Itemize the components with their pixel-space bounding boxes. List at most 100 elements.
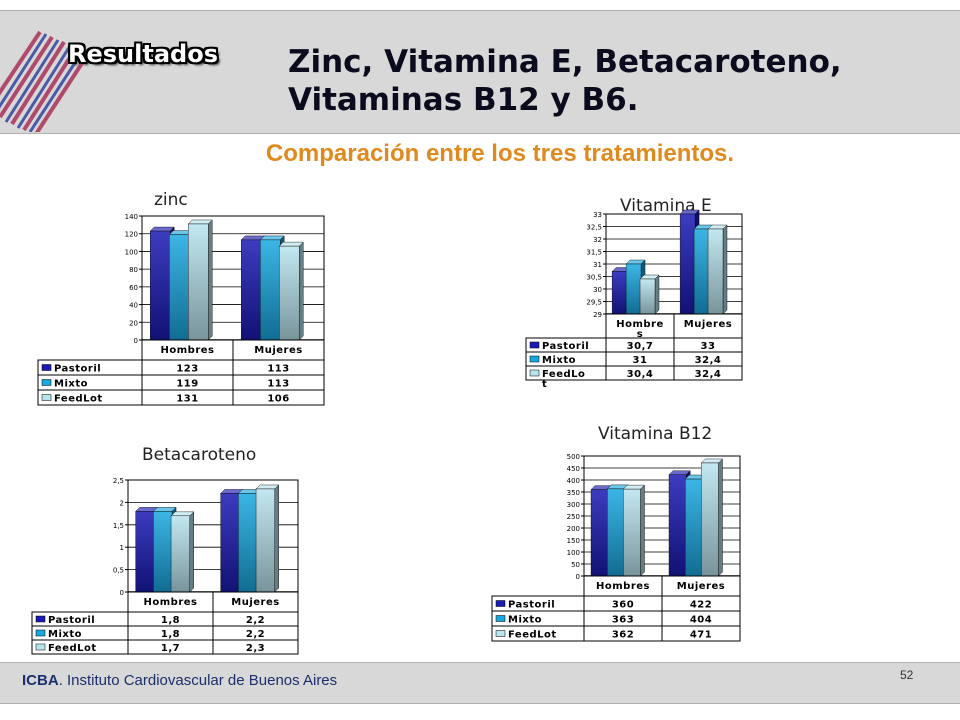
data-label: 113 <box>267 379 289 390</box>
bar-side <box>640 484 645 577</box>
footer-org-name: ICBA <box>22 672 59 689</box>
y-tick-label: 20 <box>129 319 138 327</box>
data-label: 362 <box>612 630 634 641</box>
category-label: Mujeres <box>231 597 279 608</box>
y-tick-label: 500 <box>567 453 580 461</box>
y-tick-label: 50 <box>571 561 580 569</box>
y-tick-label: 32,5 <box>586 224 602 232</box>
data-label: 113 <box>267 364 289 375</box>
data-label: 360 <box>612 600 634 611</box>
legend-swatch-mixto <box>495 615 506 622</box>
legend-label-mixto: Mixto <box>542 355 576 366</box>
y-tick-label: 2 <box>120 499 124 507</box>
y-tick-label: 30 <box>593 286 602 294</box>
bar-front <box>668 474 687 577</box>
bar-front <box>590 489 609 577</box>
data-label: 119 <box>176 379 198 390</box>
y-tick-label: 0 <box>134 337 138 345</box>
data-label: 131 <box>176 394 198 405</box>
footer-org-fullname: . Instituto Cardiovascular de Buenos Air… <box>58 672 338 689</box>
page-title-line-2: Vitaminas B12 y B6. <box>288 82 639 118</box>
data-label: 32,4 <box>695 355 722 366</box>
legend-swatch-pastoril <box>529 341 540 349</box>
data-label: 363 <box>612 615 634 626</box>
y-tick-label: 100 <box>125 248 138 256</box>
legend-label-feedlot: t <box>542 379 547 390</box>
legend-swatch-pastoril <box>495 600 506 607</box>
page-number: 52 <box>900 668 914 682</box>
page-title-line-1: Zinc, Vitamina E, Betacaroteno, <box>288 44 842 80</box>
data-label: 1,7 <box>161 643 180 654</box>
y-tick-label: 0,5 <box>113 567 124 575</box>
y-tick-label: 30,5 <box>586 274 602 282</box>
page-title: Zinc, Vitamina E, Betacaroteno, Vitamina… <box>288 43 938 119</box>
y-tick-label: 40 <box>129 302 138 310</box>
legend-label-feedlot: FeedLo <box>542 369 585 380</box>
logo-stripes <box>0 30 90 132</box>
chart-title-betacaroteno: Betacaroteno <box>142 445 257 465</box>
y-tick-label: 31 <box>593 261 602 269</box>
category-label: Hombres <box>144 597 198 608</box>
subtitle: Comparación entre los tres tratamientos. <box>265 140 735 167</box>
y-tick-label: 2,5 <box>113 477 124 485</box>
bar-feedlot-mujeres <box>278 241 304 341</box>
category-label: Hombres <box>596 581 650 592</box>
bar-feedlot-hombres <box>187 219 213 341</box>
legend-label-feedlot: FeedLot <box>54 394 103 405</box>
y-tick-label: 80 <box>129 266 138 274</box>
y-tick-label: 250 <box>567 513 580 521</box>
data-label: 30,4 <box>627 369 654 380</box>
y-tick-label: 150 <box>567 537 580 545</box>
data-table <box>491 595 741 642</box>
legend-swatch-feedlot <box>35 643 46 651</box>
y-tick-label: 450 <box>567 465 580 473</box>
legend-label-mixto: Mixto <box>54 379 88 390</box>
y-tick-label: 300 <box>567 501 580 509</box>
legend-label-feedlot: FeedLot <box>48 643 97 654</box>
bar-feedlot-hombres <box>622 484 645 577</box>
data-label: 2,2 <box>246 629 265 640</box>
data-label: 30,7 <box>627 341 654 352</box>
category-label: s <box>637 329 643 340</box>
legend-label-pastoril: Pastoril <box>48 615 95 626</box>
legend-label-mixto: Mixto <box>508 615 542 626</box>
legend-label-pastoril: Pastoril <box>542 341 589 352</box>
legend-swatch-pastoril <box>41 364 52 371</box>
category-label: Mujeres <box>684 319 732 330</box>
legend-swatch-feedlot <box>495 630 506 637</box>
data-table <box>31 611 299 655</box>
bar-top <box>700 458 723 464</box>
legend-swatch-mixto <box>35 629 46 637</box>
y-tick-label: 350 <box>567 489 580 497</box>
legend-swatch-pastoril <box>35 615 46 623</box>
bar-feedlot-mujeres <box>700 458 723 577</box>
bar-feedlot-mujeres <box>255 484 280 593</box>
footer-organization: ICBA. Instituto Cardiovascular de Buenos… <box>22 672 337 689</box>
bar-top <box>622 484 645 490</box>
y-tick-label: 100 <box>567 549 580 557</box>
bar-feedlot-hombres <box>170 511 195 593</box>
y-tick-label: 1,5 <box>113 522 124 530</box>
data-label: 106 <box>267 394 289 405</box>
data-label: 2,2 <box>246 615 265 626</box>
header-band <box>0 10 960 134</box>
data-label: 32,4 <box>695 369 722 380</box>
legend-label-pastoril: Pastoril <box>508 600 555 611</box>
bar-feedlot-mujeres <box>707 224 728 315</box>
bar-side <box>718 458 723 577</box>
y-tick-label: 140 <box>125 213 138 221</box>
data-label: 471 <box>690 630 712 641</box>
category-label: Hombres <box>161 345 215 356</box>
y-tick-label: 400 <box>567 477 580 485</box>
bar-front <box>684 478 703 577</box>
section-label: Resultados <box>68 40 218 68</box>
bar-top <box>668 470 691 475</box>
data-label: 1,8 <box>161 615 180 626</box>
y-tick-label: 32 <box>593 236 602 244</box>
legend-swatch-feedlot <box>529 369 540 377</box>
y-tick-label: 0 <box>120 589 124 597</box>
legend-label-pastoril: Pastoril <box>54 364 101 375</box>
